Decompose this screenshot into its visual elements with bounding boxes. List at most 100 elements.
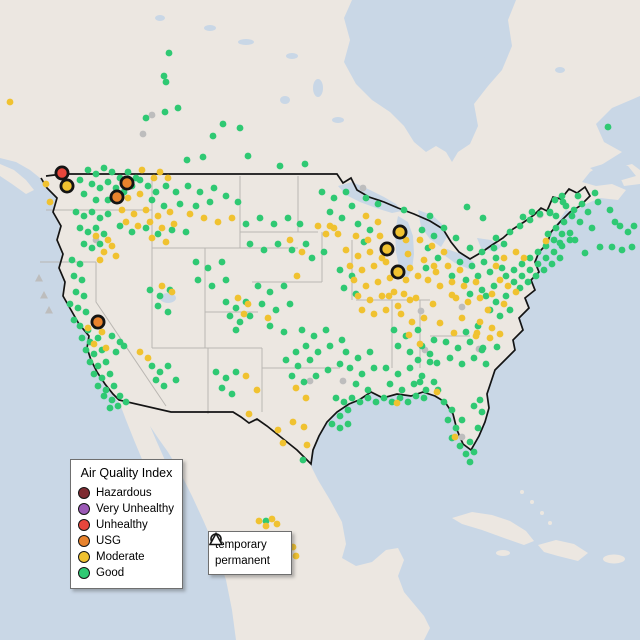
station-dot-moderate[interactable]	[186, 210, 194, 218]
station-dot-good[interactable]	[199, 153, 207, 161]
station-dot-good[interactable]	[430, 336, 438, 344]
station-dot-moderate[interactable]	[450, 329, 458, 337]
station-dot-moderate[interactable]	[436, 319, 444, 327]
station-dot-good[interactable]	[102, 358, 110, 366]
station-dot-good[interactable]	[354, 220, 362, 228]
station-dot-good[interactable]	[566, 229, 574, 237]
station-dot-good[interactable]	[299, 456, 307, 464]
station-dot-good[interactable]	[628, 243, 636, 251]
station-dot-moderate[interactable]	[433, 388, 441, 396]
station-dot-good[interactable]	[448, 406, 456, 414]
station-dot-good[interactable]	[222, 374, 230, 382]
station-dot-good[interactable]	[348, 394, 356, 402]
station-dot-good[interactable]	[94, 382, 102, 390]
station-dot-moderate[interactable]	[314, 222, 322, 230]
station-dot-good[interactable]	[482, 360, 490, 368]
station-dot-good[interactable]	[474, 272, 482, 280]
station-dot-moderate[interactable]	[385, 292, 393, 300]
station-dot-good[interactable]	[519, 213, 527, 221]
station-dot-good[interactable]	[430, 378, 438, 386]
station-dot-good[interactable]	[108, 396, 116, 404]
station-dot-good[interactable]	[78, 276, 86, 284]
station-dot-good[interactable]	[560, 218, 568, 226]
station-dot-moderate[interactable]	[492, 262, 500, 270]
station-dot-good[interactable]	[326, 342, 334, 350]
station-dot-good[interactable]	[280, 282, 288, 290]
station-dot-moderate[interactable]	[440, 248, 448, 256]
station-dot-good[interactable]	[372, 398, 380, 406]
station-dot-good[interactable]	[552, 224, 560, 232]
station-dot-good[interactable]	[74, 304, 82, 312]
station-dot-good[interactable]	[340, 284, 348, 292]
station-dot-good[interactable]	[274, 240, 282, 248]
station-dot-good[interactable]	[480, 258, 488, 266]
station-dot-moderate[interactable]	[382, 258, 390, 266]
station-dot-good[interactable]	[624, 228, 632, 236]
station-dot-good[interactable]	[165, 49, 173, 57]
temporary-event-marker-usg[interactable]	[90, 314, 106, 330]
station-dot-good[interactable]	[262, 517, 270, 525]
station-dot-good[interactable]	[106, 404, 114, 412]
station-dot-good[interactable]	[196, 188, 204, 196]
station-dot-moderate[interactable]	[150, 174, 158, 182]
station-dot-good[interactable]	[476, 396, 484, 404]
station-dot-good[interactable]	[160, 202, 168, 210]
station-dot-good[interactable]	[108, 168, 116, 176]
station-dot-good[interactable]	[152, 188, 160, 196]
station-dot-good[interactable]	[174, 104, 182, 112]
station-dot-moderate[interactable]	[486, 334, 494, 342]
station-dot-moderate[interactable]	[512, 248, 520, 256]
station-dot-good[interactable]	[176, 200, 184, 208]
station-dot-good[interactable]	[394, 342, 402, 350]
station-dot-good[interactable]	[142, 114, 150, 122]
temporary-event-marker-usg[interactable]	[119, 175, 135, 191]
station-dot-good[interactable]	[80, 212, 88, 220]
station-dot-good[interactable]	[104, 178, 112, 186]
station-dot-good[interactable]	[532, 272, 540, 280]
station-dot-moderate[interactable]	[364, 236, 372, 244]
station-dot-moderate[interactable]	[420, 256, 428, 264]
station-dot-good[interactable]	[492, 234, 500, 242]
station-dot-good[interactable]	[192, 202, 200, 210]
station-dot-moderate[interactable]	[520, 254, 528, 262]
station-dot-good[interactable]	[374, 200, 382, 208]
station-dot-good[interactable]	[222, 192, 230, 200]
station-dot-good[interactable]	[302, 342, 310, 350]
station-dot-good[interactable]	[266, 322, 274, 330]
station-dot-moderate[interactable]	[289, 418, 297, 426]
station-dot-good[interactable]	[124, 168, 132, 176]
station-dot-moderate[interactable]	[42, 180, 50, 188]
station-dot-moderate[interactable]	[168, 288, 176, 296]
station-dot-moderate[interactable]	[402, 236, 410, 244]
station-dot-moderate[interactable]	[154, 212, 162, 220]
station-dot-moderate[interactable]	[436, 282, 444, 290]
station-dot-good[interactable]	[394, 370, 402, 378]
station-dot-moderate[interactable]	[393, 399, 401, 407]
station-dot-moderate[interactable]	[346, 262, 354, 270]
station-dot-good[interactable]	[164, 308, 172, 316]
station-dot-good[interactable]	[292, 348, 300, 356]
station-dot-good[interactable]	[76, 224, 84, 232]
station-dot-good[interactable]	[102, 386, 110, 394]
station-dot-good[interactable]	[556, 239, 564, 247]
station-dot-good[interactable]	[344, 406, 352, 414]
station-dot-moderate[interactable]	[84, 324, 92, 332]
station-dot-good[interactable]	[380, 394, 388, 402]
station-dot-good[interactable]	[492, 298, 500, 306]
station-dot-good[interactable]	[94, 362, 102, 370]
station-dot-good[interactable]	[466, 458, 474, 466]
station-dot-moderate[interactable]	[402, 276, 410, 284]
station-dot-no_data[interactable]	[359, 184, 367, 192]
station-dot-good[interactable]	[254, 282, 262, 290]
station-dot-moderate[interactable]	[414, 272, 422, 280]
station-dot-good[interactable]	[209, 132, 217, 140]
station-dot-good[interactable]	[96, 240, 104, 248]
station-dot-good[interactable]	[282, 356, 290, 364]
station-dot-moderate[interactable]	[162, 238, 170, 246]
station-dot-good[interactable]	[310, 332, 318, 340]
station-dot-good[interactable]	[458, 416, 466, 424]
station-dot-good[interactable]	[92, 196, 100, 204]
station-dot-moderate[interactable]	[255, 517, 263, 525]
station-dot-good[interactable]	[228, 390, 236, 398]
station-dot-good[interactable]	[578, 200, 586, 208]
